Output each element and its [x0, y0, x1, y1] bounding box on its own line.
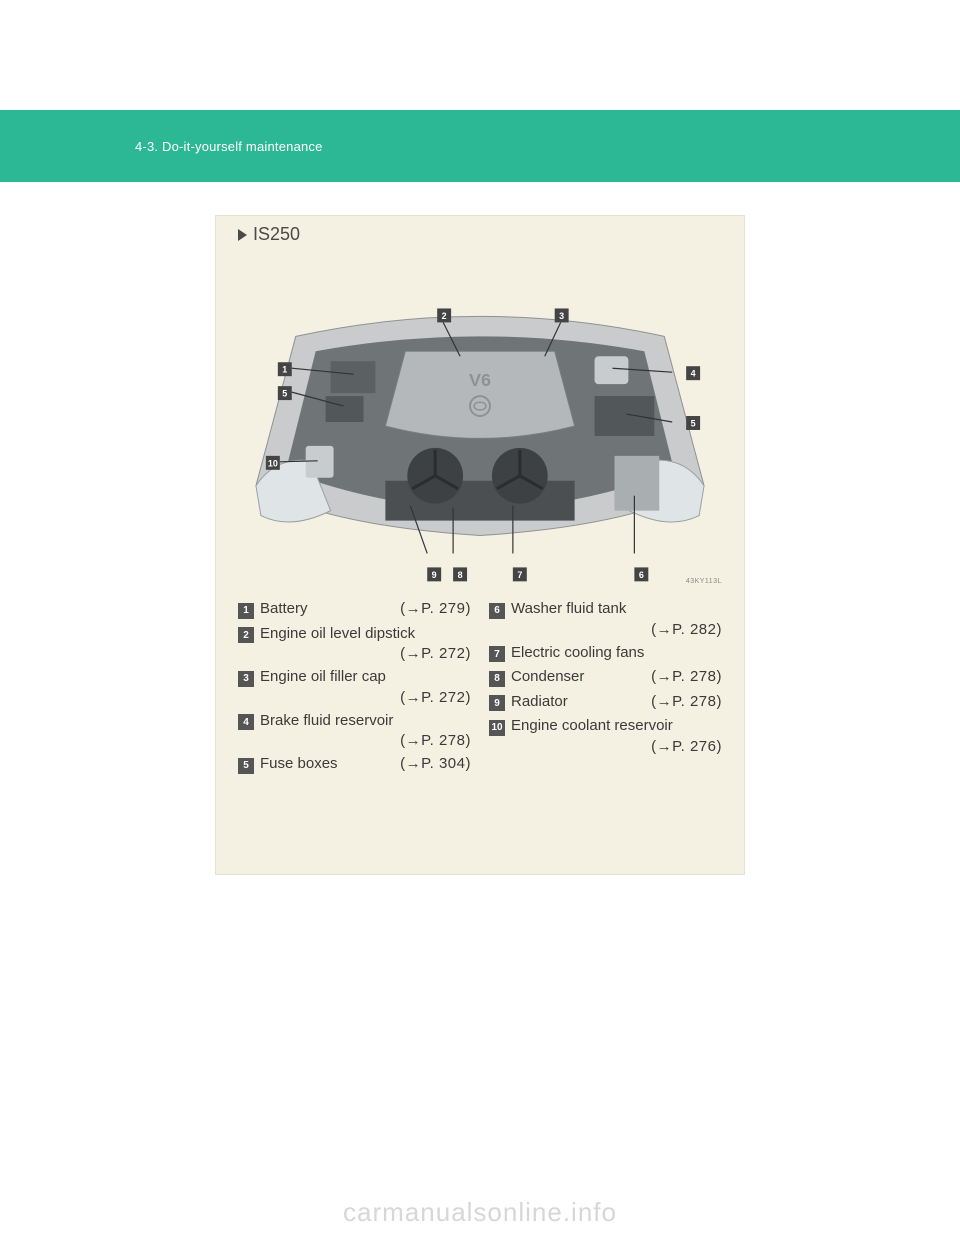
legend-label: Condenser — [511, 668, 645, 685]
engine-compartment-figure: V6 — [236, 256, 724, 586]
svg-text:5: 5 — [282, 389, 287, 399]
washer-tank — [614, 456, 659, 511]
brake-reservoir — [595, 356, 629, 384]
legend-label: Washer fluid tank — [511, 600, 722, 617]
model-name: IS250 — [253, 224, 300, 245]
svg-text:1: 1 — [282, 365, 287, 375]
cooling-fan-left — [407, 448, 463, 504]
svg-text:4: 4 — [691, 369, 696, 379]
legend-badge: 2 — [238, 627, 254, 643]
image-code: 43KY113L — [686, 578, 722, 585]
fuse-box-left — [326, 396, 364, 422]
svg-text:3: 3 — [559, 311, 564, 321]
legend-label: Battery — [260, 600, 394, 617]
engine-badge: V6 — [469, 370, 491, 390]
section-label: 4-3. Do-it-yourself maintenance — [135, 139, 323, 154]
legend-item: 10 Engine coolant reservoir (→P. 276) — [489, 717, 722, 755]
legend-item: 3 Engine oil filler cap (→P. 272) — [238, 668, 471, 706]
svg-text:2: 2 — [442, 311, 447, 321]
legend-label: Radiator — [511, 693, 645, 710]
header-band: 4-3. Do-it-yourself maintenance — [0, 110, 960, 182]
legend-label: Fuse boxes — [260, 755, 394, 772]
legend-item: 2 Engine oil level dipstick (→P. 272) — [238, 625, 471, 663]
legend-col-left: 1 Battery (→P. 279) 2 Engine oil level dipst… — [238, 600, 471, 780]
legend-item: 6 Washer fluid tank (→P. 282) — [489, 600, 722, 638]
triangle-icon — [238, 229, 247, 241]
legend-badge: 8 — [489, 671, 505, 687]
engine-svg: V6 — [236, 256, 724, 586]
legend-item: 4 Brake fluid reservoir (→P. 278) — [238, 712, 471, 750]
legend-item: 1 Battery (→P. 279) — [238, 600, 471, 619]
legend-badge: 10 — [489, 720, 505, 736]
page-ref: (→P. 278) — [238, 732, 471, 749]
page-ref: (→P. 282) — [489, 621, 722, 638]
coolant-reservoir — [306, 446, 334, 478]
svg-text:5: 5 — [691, 418, 696, 428]
legend-label: Electric cooling fans — [511, 644, 722, 661]
svg-text:8: 8 — [458, 570, 463, 580]
battery-box — [331, 361, 376, 393]
svg-text:6: 6 — [639, 570, 644, 580]
legend-item: 9 Radiator (→P. 278) — [489, 693, 722, 712]
legend-label: Engine coolant reservoir — [511, 717, 722, 734]
watermark: carmanualsonline.info — [0, 1197, 960, 1228]
legend-label: Brake fluid reservoir — [260, 712, 471, 729]
legend: 1 Battery (→P. 279) 2 Engine oil level dipst… — [238, 600, 722, 780]
legend-col-right: 6 Washer fluid tank (→P. 282) 7 Electric coo… — [489, 600, 722, 780]
legend-badge: 7 — [489, 646, 505, 662]
legend-badge: 4 — [238, 714, 254, 730]
legend-item: 5 Fuse boxes (→P. 304) — [238, 755, 471, 774]
legend-label: Engine oil filler cap — [260, 668, 471, 685]
page-ref: (→P. 278) — [651, 693, 722, 710]
legend-item: 7 Electric cooling fans — [489, 644, 722, 663]
page-ref: (→P. 272) — [238, 645, 471, 662]
model-heading: IS250 — [238, 224, 300, 245]
legend-badge: 3 — [238, 671, 254, 687]
svg-text:9: 9 — [432, 570, 437, 580]
page-ref: (→P. 272) — [238, 689, 471, 706]
manual-panel: IS250 V6 — [215, 215, 745, 875]
page-ref: (→P. 279) — [400, 600, 471, 617]
legend-item: 8 Condenser (→P. 278) — [489, 668, 722, 687]
legend-label: Engine oil level dipstick — [260, 625, 471, 642]
page-ref: (→P. 276) — [489, 738, 722, 755]
fuse-box-right — [595, 396, 655, 436]
svg-text:10: 10 — [268, 458, 278, 468]
legend-badge: 5 — [238, 758, 254, 774]
legend-badge: 1 — [238, 603, 254, 619]
cooling-fan-right — [492, 448, 548, 504]
svg-text:7: 7 — [517, 570, 522, 580]
legend-badge: 9 — [489, 695, 505, 711]
page-ref: (→P. 278) — [651, 668, 722, 685]
legend-badge: 6 — [489, 603, 505, 619]
page-ref: (→P. 304) — [400, 755, 471, 772]
engine-cover — [385, 351, 574, 438]
